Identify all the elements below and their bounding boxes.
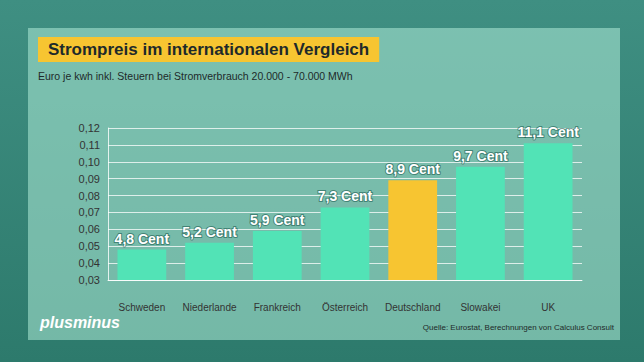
svg-text:0,09: 0,09 [79,173,100,185]
svg-text:0,04: 0,04 [79,257,100,269]
svg-text:Quelle: Eurostat, Berechnungen: Quelle: Eurostat, Berechnungen von Calcu… [423,323,615,332]
svg-text:Österreich: Österreich [322,302,368,313]
svg-text:0,05: 0,05 [79,240,100,252]
svg-text:Strompreis im internationalen: Strompreis im internationalen Vergleich [48,40,369,59]
svg-text:0,08: 0,08 [79,190,100,202]
svg-text:0,10: 0,10 [79,156,100,168]
svg-text:5,2 Cent: 5,2 Cent [182,224,237,240]
svg-text:Frankreich: Frankreich [254,302,301,313]
svg-text:Deutschland: Deutschland [385,302,441,313]
svg-text:Schweden: Schweden [119,302,166,313]
svg-text:Euro je kwh inkl. Steuern bei: Euro je kwh inkl. Steuern bei Stromverbr… [38,70,353,82]
svg-text:11,1 Cent: 11,1 Cent [517,124,579,140]
svg-text:4,8 Cent: 4,8 Cent [115,231,170,247]
svg-text:8,9 Cent: 8,9 Cent [385,161,440,177]
svg-text:0,12: 0,12 [79,122,100,134]
svg-text:5,9 Cent: 5,9 Cent [250,212,305,228]
svg-text:Slowakei: Slowakei [460,302,500,313]
svg-text:9,7 Cent: 9,7 Cent [453,148,508,164]
svg-text:Niederlande: Niederlande [183,302,237,313]
svg-text:0,03: 0,03 [79,274,100,286]
svg-text:plusminus: plusminus [39,314,120,331]
svg-text:0,06: 0,06 [79,223,100,235]
svg-text:0,11: 0,11 [79,139,100,151]
svg-text:7,3 Cent: 7,3 Cent [318,188,373,204]
svg-text:0,07: 0,07 [79,206,100,218]
svg-text:UK: UK [541,302,555,313]
